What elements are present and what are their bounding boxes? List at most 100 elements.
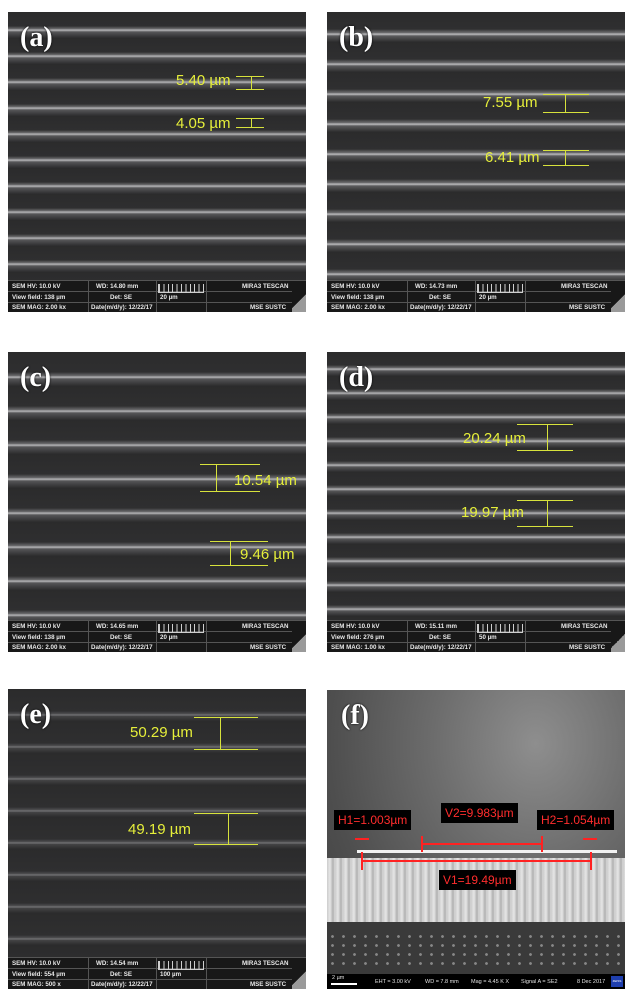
wd-text: WD = 7.8 mm bbox=[425, 979, 459, 985]
wd-text: WD: 14.65 mm bbox=[96, 623, 139, 630]
sem-info-bar: SEM HV: 10.0 kV WD: 15.11 mm MIRA3 TESCA… bbox=[327, 620, 625, 652]
view-field-text: View field: 554 µm bbox=[12, 971, 66, 978]
measurement-line bbox=[220, 717, 221, 749]
sem-image bbox=[8, 689, 306, 957]
measurement-label: 50.29 µm bbox=[130, 724, 193, 741]
measurement-line bbox=[547, 500, 548, 526]
v2-measure-cap bbox=[541, 836, 543, 852]
measurement-line bbox=[194, 813, 258, 814]
date-text: Date(m/d/y): 12/22/17 bbox=[91, 304, 153, 311]
view-field-text: View field: 138 µm bbox=[12, 634, 66, 641]
measurement-line bbox=[543, 165, 589, 166]
hv-text: SEM HV: 10.0 kV bbox=[12, 283, 61, 290]
scale-bar bbox=[331, 983, 357, 985]
detector-text: Det: SE bbox=[110, 634, 133, 641]
measurement-line bbox=[210, 565, 268, 566]
scale-text: 20 µm bbox=[160, 634, 178, 641]
mag-text: SEM MAG: 2.00 kx bbox=[12, 644, 66, 651]
measurement-line bbox=[236, 89, 264, 90]
measurement-line bbox=[236, 118, 264, 119]
scale-text: 20 µm bbox=[479, 294, 497, 301]
v1-measure-cap bbox=[361, 852, 363, 870]
h2-measure-cap bbox=[583, 838, 597, 840]
measurement-line bbox=[251, 76, 252, 89]
mag-text: SEM MAG: 2.00 kx bbox=[331, 304, 385, 311]
brand-text: MIRA3 TESCAN bbox=[242, 283, 289, 290]
panel-letter: (c) bbox=[20, 362, 52, 393]
sem-panel-a: (a) 5.40 µm 4.05 µm SEM HV: 10.0 kV WD: … bbox=[8, 12, 306, 312]
measurement-line bbox=[517, 424, 573, 425]
panel-letter: (a) bbox=[20, 22, 53, 53]
measurement-line bbox=[236, 127, 264, 128]
view-field-text: View field: 276 µm bbox=[331, 634, 385, 641]
scale-bar bbox=[158, 284, 204, 293]
panel-letter: (d) bbox=[339, 362, 374, 393]
date-text: Date(m/d/y): 12/22/17 bbox=[91, 981, 153, 988]
measurement-line bbox=[194, 844, 258, 845]
tescan-logo bbox=[292, 290, 306, 312]
scale-bar bbox=[158, 961, 204, 970]
detector-text: Det: SE bbox=[429, 634, 452, 641]
date-text: 8 Dec 2017 bbox=[577, 979, 606, 985]
sem-image bbox=[8, 352, 306, 620]
tescan-logo bbox=[611, 630, 625, 652]
mag-text: Mag = 4.45 K X bbox=[471, 979, 510, 985]
sem-image bbox=[327, 12, 625, 280]
measurement-line bbox=[236, 76, 264, 77]
measurement-line bbox=[517, 450, 573, 451]
measurement-line bbox=[547, 424, 548, 450]
v2-measure-line bbox=[421, 843, 541, 845]
zeiss-info-bar: 2 µm EHT = 3.00 kV WD = 7.8 mm Mag = 4.4… bbox=[327, 974, 625, 989]
institution-text: MSE SUSTC bbox=[569, 304, 606, 311]
measurement-line bbox=[517, 526, 573, 527]
wd-text: WD: 14.73 mm bbox=[415, 283, 458, 290]
detector-text: Det: SE bbox=[110, 971, 133, 978]
measurement-line bbox=[194, 717, 258, 718]
sem-info-bar: SEM HV: 10.0 kV WD: 14.54 mm MIRA3 TESCA… bbox=[8, 957, 306, 989]
measurement-line bbox=[230, 541, 231, 565]
measurement-line bbox=[251, 118, 252, 127]
brand-text: MIRA3 TESCAN bbox=[561, 283, 608, 290]
sem-info-bar: SEM HV: 10.0 kV WD: 14.65 mm MIRA3 TESCA… bbox=[8, 620, 306, 652]
v2-measure-cap bbox=[421, 836, 423, 852]
detector-text: Det: SE bbox=[110, 294, 133, 301]
measurement-line bbox=[216, 464, 217, 491]
date-text: Date(m/d/y): 12/22/17 bbox=[91, 644, 153, 651]
h1-measure-cap bbox=[355, 838, 369, 840]
detector-text: Det: SE bbox=[429, 294, 452, 301]
measurement-label: 10.54 µm bbox=[234, 472, 297, 489]
scale-bar bbox=[158, 624, 204, 633]
mag-text: SEM MAG: 1.00 kx bbox=[331, 644, 385, 651]
wd-text: WD: 14.80 mm bbox=[96, 283, 139, 290]
hv-text: SEM HV: 10.0 kV bbox=[12, 623, 61, 630]
view-field-text: View field: 138 µm bbox=[12, 294, 66, 301]
measurement-line bbox=[228, 813, 229, 844]
sem-panel-c: (c) 10.54 µm 9.46 µm SEM HV: 10.0 kV WD:… bbox=[8, 352, 306, 652]
measurement-line bbox=[194, 749, 258, 750]
measurement-label: 49.19 µm bbox=[128, 821, 191, 838]
measurement-label: 5.40 µm bbox=[176, 72, 231, 89]
measurement-line bbox=[543, 112, 589, 113]
measurement-line bbox=[543, 94, 589, 95]
scale-text: 50 µm bbox=[479, 634, 497, 641]
eht-text: EHT = 3.00 kV bbox=[375, 979, 411, 985]
panel-letter: (b) bbox=[339, 22, 374, 53]
institution-text: MSE SUSTC bbox=[250, 644, 287, 651]
signal-text: Signal A = SE2 bbox=[521, 979, 558, 985]
measurement-line bbox=[565, 150, 566, 165]
view-field-text: View field: 138 µm bbox=[331, 294, 385, 301]
measurement-label: 6.41 µm bbox=[485, 149, 540, 166]
sem-panel-b: (b) 7.55 µm 6.41 µm SEM HV: 10.0 kV WD: … bbox=[327, 12, 625, 312]
panel-letter: (e) bbox=[20, 699, 52, 730]
hv-text: SEM HV: 10.0 kV bbox=[331, 623, 380, 630]
scale-bar bbox=[477, 624, 523, 633]
date-text: Date(m/d/y): 12/22/17 bbox=[410, 644, 472, 651]
sem-info-bar: SEM HV: 10.0 kV WD: 14.80 mm MIRA3 TESCA… bbox=[8, 280, 306, 312]
sem-info-bar: SEM HV: 10.0 kV WD: 14.73 mm MIRA3 TESCA… bbox=[327, 280, 625, 312]
v2-label: V2=9.983µm bbox=[441, 803, 518, 823]
wd-text: WD: 15.11 mm bbox=[415, 623, 457, 630]
h2-label: H2=1.054µm bbox=[537, 810, 615, 830]
v1-measure-line bbox=[361, 860, 591, 862]
measurement-label: 7.55 µm bbox=[483, 94, 538, 111]
v1-label: V1=19.49µm bbox=[439, 870, 516, 890]
